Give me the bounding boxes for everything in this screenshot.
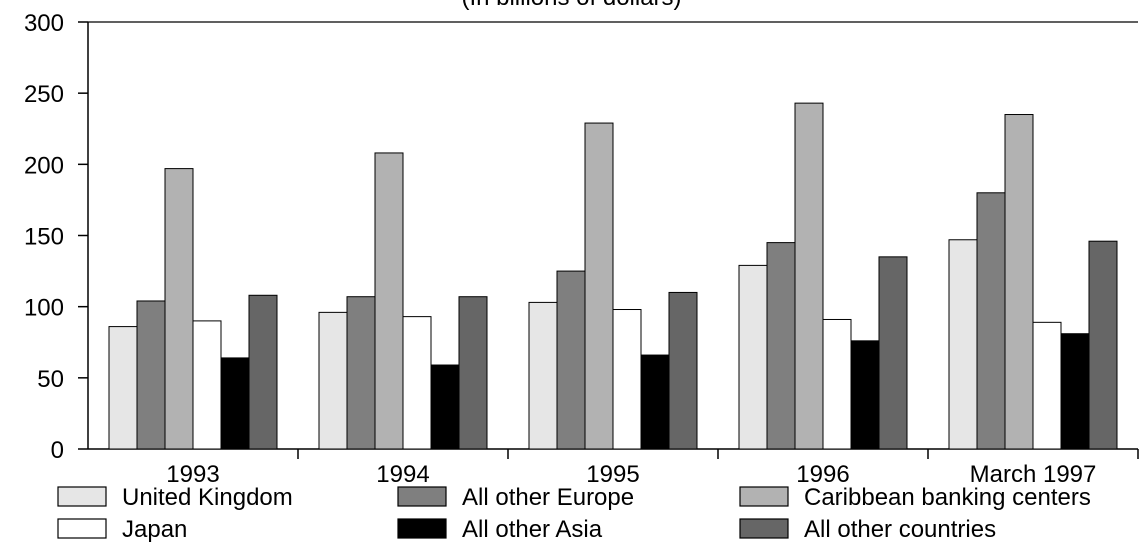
- bar: [220, 357, 250, 450]
- bar: [1060, 333, 1090, 450]
- bar: [766, 242, 796, 450]
- bar: [850, 340, 880, 450]
- x-tick-label: March 1997: [970, 461, 1097, 488]
- legend-label: All other countries: [804, 516, 996, 543]
- bar: [374, 152, 404, 450]
- bar: [612, 309, 642, 450]
- bar: [402, 316, 432, 450]
- legend-swatch: [739, 486, 789, 507]
- x-tick-label: 1996: [796, 461, 849, 488]
- bar: [948, 239, 978, 450]
- bar: [822, 318, 852, 450]
- bar: [248, 294, 278, 450]
- legend-label: All other Europe: [462, 484, 634, 511]
- x-tick-label: 1993: [166, 461, 219, 488]
- bar: [1088, 240, 1118, 450]
- bar: [640, 354, 670, 450]
- bar: [976, 192, 1006, 450]
- bar: [528, 301, 558, 450]
- legend-label: Caribbean banking centers: [804, 484, 1091, 511]
- y-tick-label: 0: [51, 437, 64, 464]
- bar: [738, 264, 768, 450]
- bar: [108, 326, 138, 450]
- y-tick-label: 50: [37, 366, 64, 393]
- bar: [668, 291, 698, 450]
- bar: [1032, 321, 1062, 450]
- bar: [794, 102, 824, 450]
- x-tick-label: 1995: [586, 461, 639, 488]
- bar: [556, 270, 586, 450]
- legend-label: All other Asia: [462, 516, 603, 543]
- bar: [1004, 114, 1034, 450]
- legend-swatch: [57, 518, 107, 539]
- bar: [584, 122, 614, 450]
- legend-swatch: [57, 486, 107, 507]
- bar: [878, 256, 908, 450]
- legend-swatch: [397, 486, 447, 507]
- bar: [430, 364, 460, 450]
- legend-label: United Kingdom: [122, 484, 293, 511]
- legend-label: Japan: [122, 516, 187, 543]
- legend-swatch: [397, 518, 447, 539]
- y-tick-label: 150: [24, 224, 64, 251]
- legend-swatch: [739, 518, 789, 539]
- bar: [318, 311, 348, 450]
- x-tick-label: 1994: [376, 461, 429, 488]
- bar: [346, 296, 376, 450]
- y-tick-label: 300: [24, 10, 64, 37]
- y-tick-label: 100: [24, 295, 64, 322]
- y-tick-label: 250: [24, 81, 64, 108]
- bar: [458, 296, 488, 450]
- bar: [164, 168, 194, 450]
- chart-subtitle: (In billions of dollars): [0, 0, 1143, 12]
- bar: [136, 300, 166, 450]
- bar: [192, 320, 222, 450]
- y-tick-label: 200: [24, 152, 64, 179]
